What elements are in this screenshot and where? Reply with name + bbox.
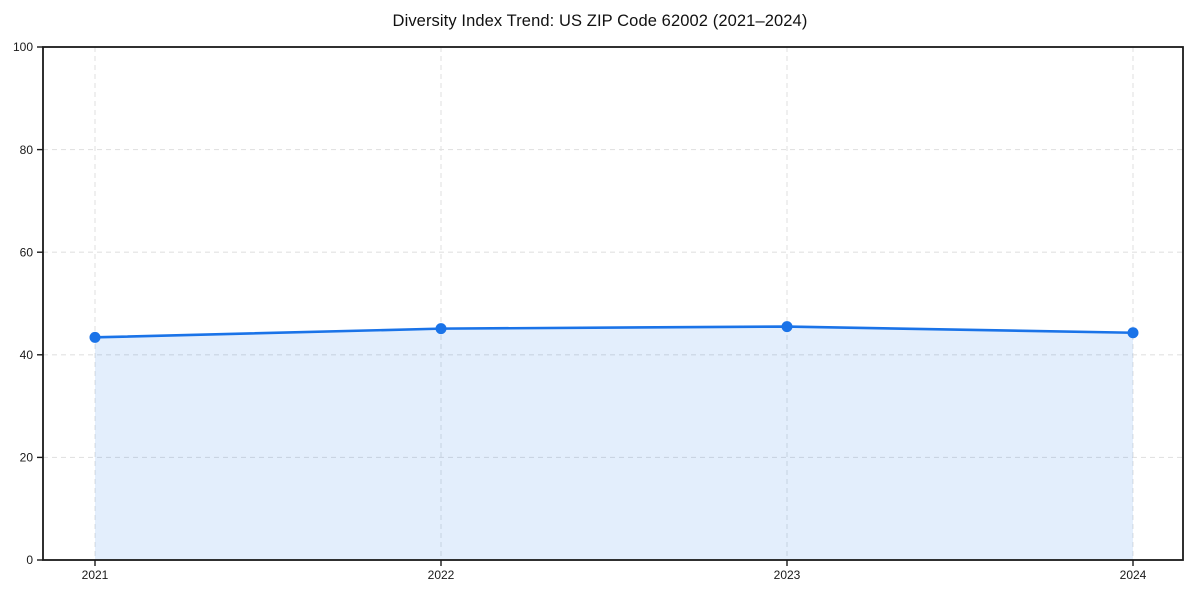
- chart-title: Diversity Index Trend: US ZIP Code 62002…: [392, 12, 808, 30]
- y-tick-label: 80: [20, 143, 34, 157]
- plot-spines: [42, 46, 1184, 561]
- data-point-marker: [1127, 327, 1139, 339]
- data-point-marker: [89, 331, 101, 343]
- x-tick-label: 2023: [774, 568, 801, 582]
- data-point-marker: [435, 323, 447, 335]
- y-tick-label: 20: [20, 451, 34, 465]
- y-tick-label: 0: [26, 553, 33, 567]
- x-tick-label: 2022: [428, 568, 455, 582]
- x-tick-label: 2021: [82, 568, 109, 582]
- y-tick-label: 60: [20, 245, 34, 259]
- y-tick-label: 40: [20, 348, 34, 362]
- trend-line: [93, 325, 1135, 339]
- y-tick-label: 100: [13, 40, 33, 54]
- area-fill: [95, 326, 1133, 560]
- x-tick-label: 2024: [1120, 568, 1147, 582]
- data-point-marker: [781, 321, 793, 333]
